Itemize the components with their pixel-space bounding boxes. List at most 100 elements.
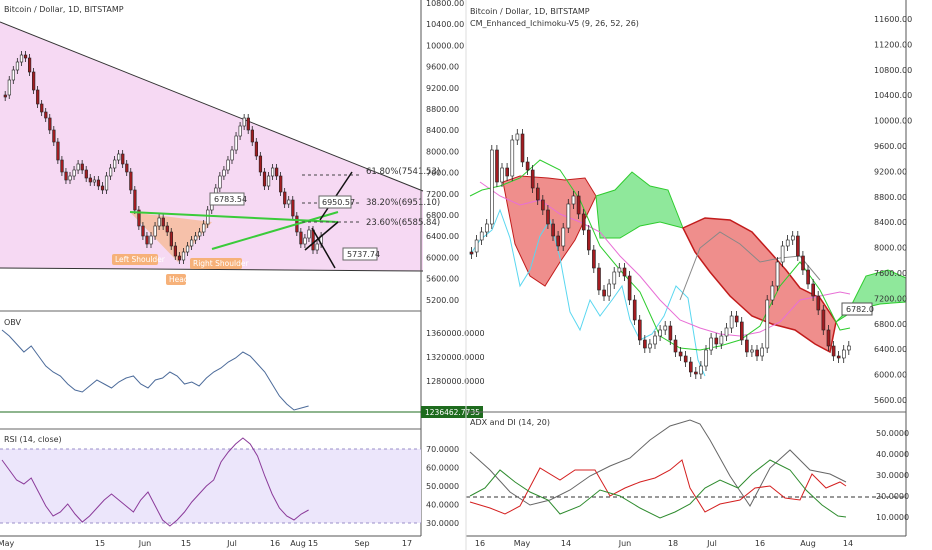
candle (765, 299, 770, 349)
left-time-tick: 15 (308, 539, 318, 548)
rsi-tick: 40.0000 (426, 501, 459, 510)
candle (530, 169, 535, 189)
candle (299, 231, 303, 245)
fib-236-label: 23.60%(6585.84) (366, 218, 440, 228)
right-price-tick: 10800.00 (874, 66, 912, 75)
left-price-tick: 6000.00 (426, 253, 459, 262)
right-price-tick: 6800.00 (874, 320, 907, 329)
candle (100, 185, 105, 191)
candle (734, 315, 739, 323)
chikou-line (469, 208, 706, 377)
candle (811, 283, 816, 297)
candle (141, 225, 145, 237)
obv-tick: 1320000.0000 (426, 353, 485, 362)
candle (222, 169, 226, 177)
candle (149, 235, 153, 245)
candle (3, 94, 7, 98)
candle (254, 141, 259, 157)
left-time-tick: 15 (95, 539, 105, 548)
candle (719, 335, 724, 345)
right-last-price-box (841, 302, 873, 316)
right-price-tick: 7600.00 (874, 269, 907, 278)
left-shoulder-tag (112, 254, 158, 265)
adx-axis: 50.0000 40.0000 30.0000 20.0000 10.0000 (876, 429, 909, 522)
candle (96, 179, 101, 187)
di-minus-line (469, 459, 847, 519)
obv-line (1, 329, 309, 411)
candle (60, 159, 64, 173)
candle (287, 199, 291, 205)
candle (729, 315, 734, 329)
candle (739, 321, 744, 341)
candle (780, 245, 785, 263)
obv-axis: 1360000.0000 1320000.0000 1280000.0000 (426, 329, 485, 386)
candle (283, 191, 287, 205)
right-time-tick: 18 (668, 539, 678, 548)
right-price-tick: 10000.00 (874, 117, 912, 126)
triangle-lower-line (0, 267, 424, 272)
candle (525, 161, 530, 171)
candle (157, 217, 161, 227)
candle (826, 329, 831, 347)
candle (515, 133, 520, 141)
candle (133, 189, 137, 211)
left-price-tick: 8800.00 (426, 105, 459, 114)
candle (505, 167, 510, 177)
candle (556, 235, 561, 247)
candle (699, 365, 703, 375)
rsi-band (0, 449, 421, 523)
candle (637, 319, 642, 341)
adx-line (469, 419, 847, 507)
candle (806, 269, 810, 285)
candle (23, 54, 28, 59)
candle (571, 195, 576, 205)
candle (275, 167, 279, 177)
candle (760, 347, 765, 357)
candle (72, 169, 76, 177)
candle (658, 329, 663, 337)
right-price-tick: 8400.00 (874, 218, 907, 227)
candle (790, 235, 795, 241)
callout-6783-box (209, 192, 245, 206)
right-time-tick: Jul (706, 539, 717, 548)
candle (495, 149, 499, 183)
candle (469, 251, 474, 255)
left-price-tick: 8400.00 (426, 126, 459, 135)
cloud-bull-1 (595, 171, 684, 239)
candle (566, 203, 571, 229)
right-price-tick: 6000.00 (874, 371, 907, 380)
di-plus-line (469, 459, 847, 515)
left-price-tick: 5200.00 (426, 296, 459, 305)
callout-6950: 6950.57 (322, 198, 355, 207)
rising-line (211, 211, 339, 250)
right-price-tick: 5600.00 (874, 396, 907, 405)
left-price-tick: 10800.00 (426, 0, 464, 8)
tenkan-gray-line (679, 231, 821, 301)
candle (841, 349, 846, 359)
left-price-tick: 9600.00 (426, 63, 459, 72)
candle (821, 309, 826, 331)
candle (490, 149, 494, 225)
right-price-tick: 7200.00 (874, 294, 907, 303)
candle (847, 345, 851, 351)
candle (129, 171, 133, 191)
candle (202, 223, 206, 233)
candle (714, 337, 719, 345)
right-last-price: 6782.0 (846, 305, 874, 314)
left-price-tick: 8000.00 (426, 147, 459, 156)
candle (586, 229, 591, 251)
candle (836, 355, 841, 359)
arrow-up-line (304, 221, 339, 251)
candle (796, 235, 800, 257)
right-time-tick: 16 (475, 539, 485, 548)
candle (177, 255, 182, 261)
right-candles (469, 129, 851, 379)
right-time-tick: 16 (755, 539, 765, 548)
left-time-tick: Jul (226, 539, 237, 548)
left-price-tick: 10000.00 (426, 41, 464, 50)
candle (121, 153, 125, 165)
candle (688, 361, 693, 373)
candle (576, 195, 581, 215)
left-price-tick: 7600.00 (426, 169, 459, 178)
rsi-line (1, 437, 309, 527)
